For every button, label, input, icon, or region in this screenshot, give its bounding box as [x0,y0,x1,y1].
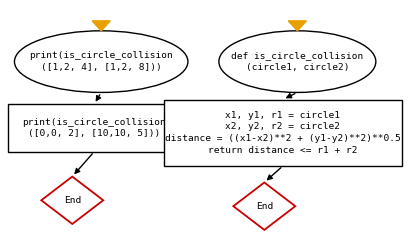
Text: print(is_circle_collision
([1,2, 4], [1,2, 8])): print(is_circle_collision ([1,2, 4], [1,… [29,51,173,72]
Ellipse shape [219,31,376,92]
Text: x1, y1, r1 = circle1
x2, y2, r2 = circle2
distance = ((x1-x2)**2 + (y1-y2)**2)**: x1, y1, r1 = circle1 x2, y2, r2 = circle… [165,110,401,155]
Bar [9,104,180,152]
Polygon shape [41,177,103,224]
Text: End: End [256,202,273,211]
Text: print(is_circle_collision
([0,0, 2], [10,10, 5])): print(is_circle_collision ([0,0, 2], [10… [22,118,166,138]
Polygon shape [288,21,306,31]
Polygon shape [92,21,110,31]
Polygon shape [233,182,295,230]
Bar [164,100,402,166]
Text: def is_circle_collision
(circle1, circle2): def is_circle_collision (circle1, circle… [231,51,363,72]
Ellipse shape [14,31,188,92]
Text: End: End [64,196,81,205]
